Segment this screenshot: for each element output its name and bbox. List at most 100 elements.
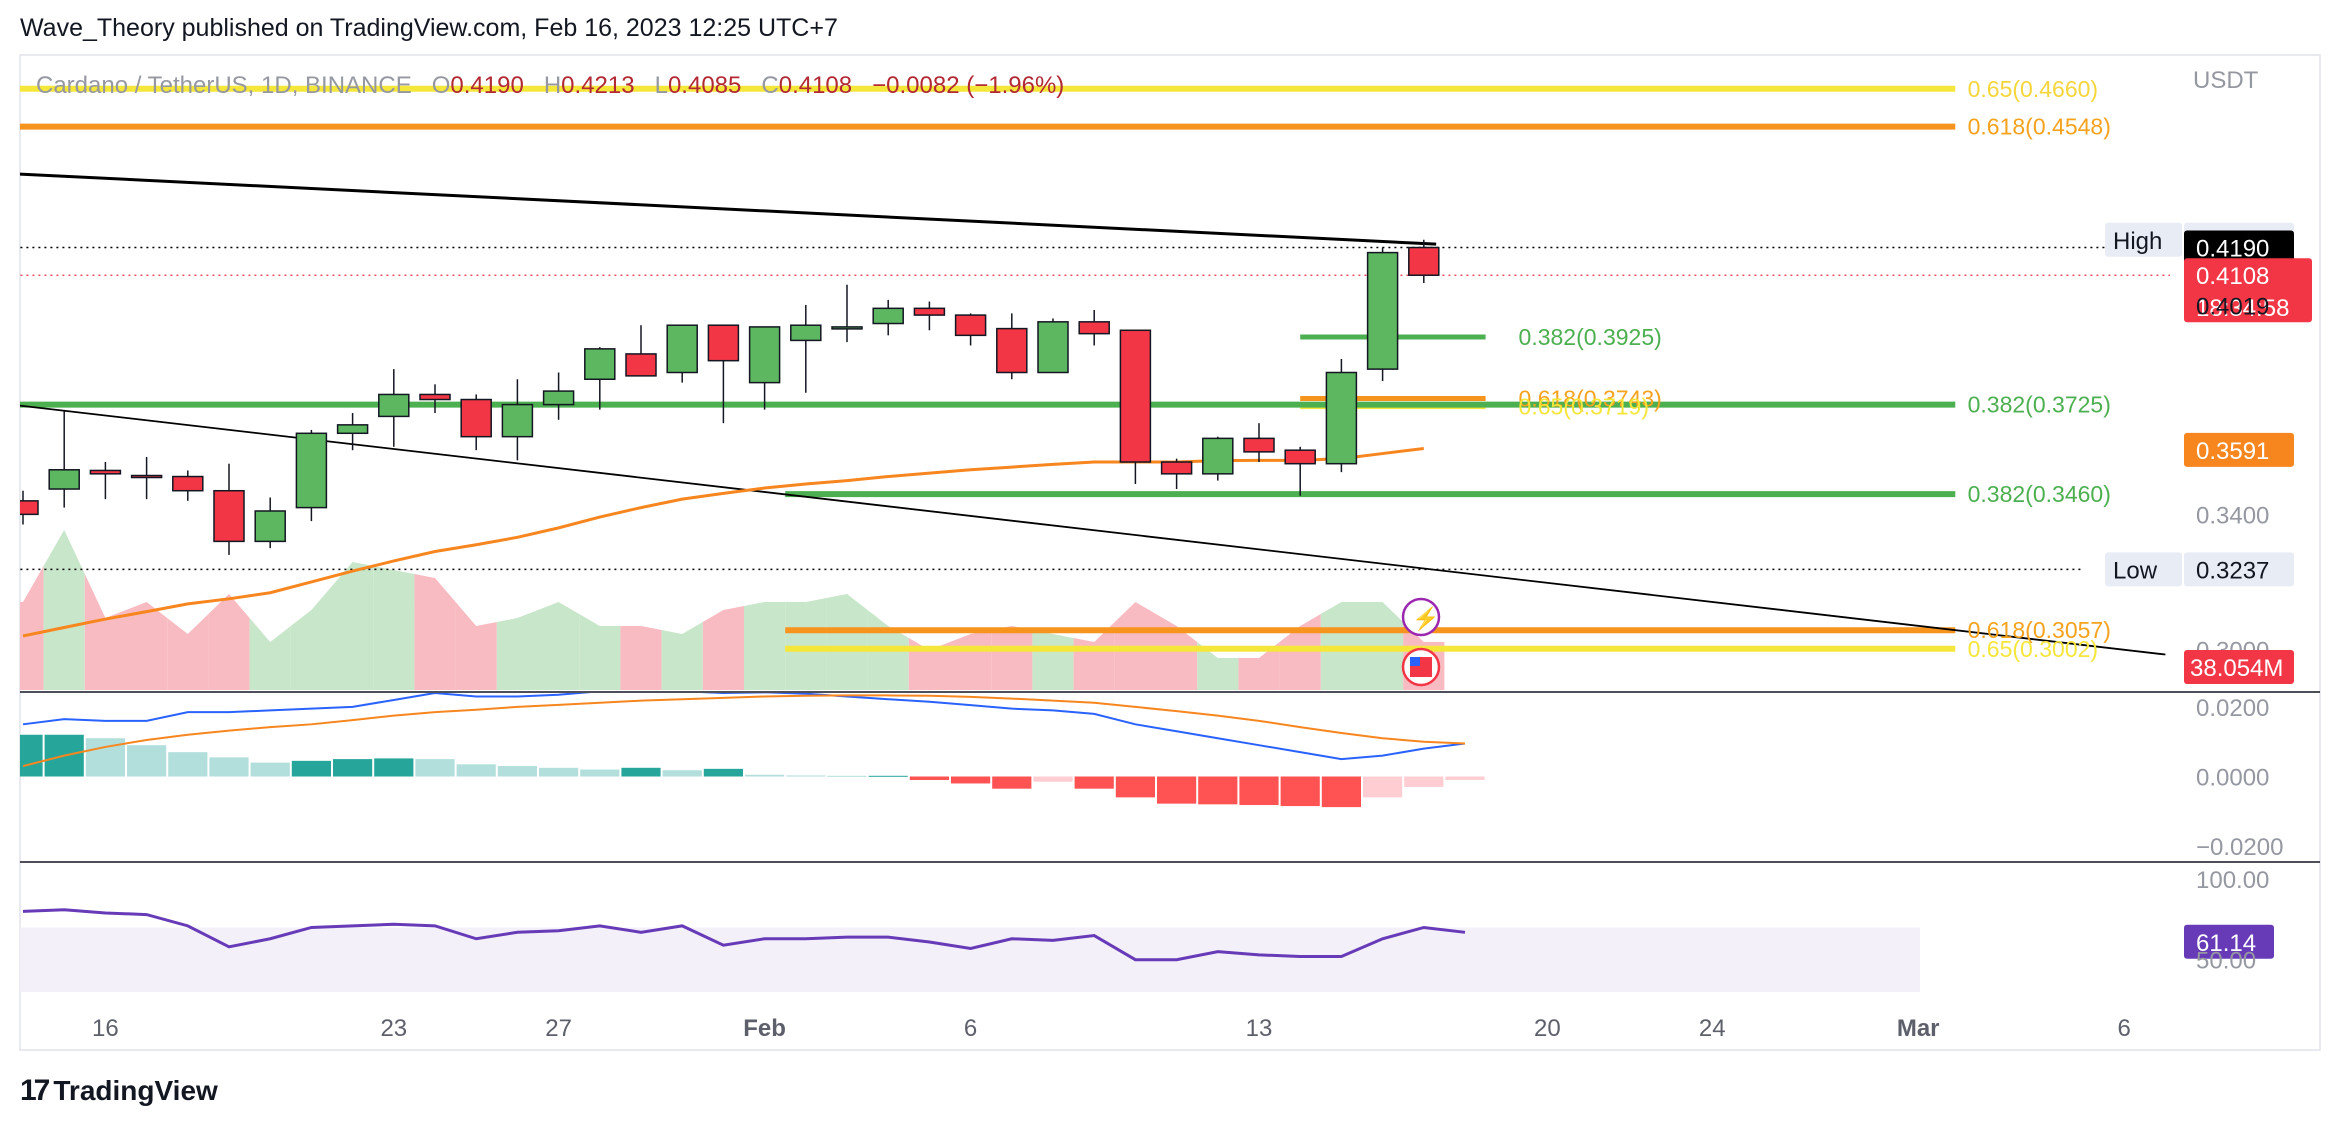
brand[interactable]: 17 TradingView bbox=[20, 1074, 218, 1108]
candle-body bbox=[1284, 449, 1316, 465]
candle bbox=[790, 304, 822, 393]
candle bbox=[1284, 446, 1316, 496]
macd-histogram-bar bbox=[250, 762, 290, 777]
candle bbox=[501, 379, 534, 461]
price-axis-label: 0.4190 bbox=[2196, 236, 2269, 263]
close-key: C bbox=[761, 72, 779, 99]
candle bbox=[1202, 436, 1234, 481]
price-label-bg bbox=[2184, 552, 2294, 587]
volume-area bbox=[332, 562, 374, 690]
us-flag-icon-canton bbox=[1410, 657, 1420, 666]
candle-body bbox=[1160, 461, 1193, 475]
volume-area bbox=[43, 530, 85, 690]
candle-body bbox=[790, 324, 822, 342]
trendline bbox=[20, 404, 2166, 656]
price-axis-label: 0.3400 bbox=[2196, 502, 2269, 529]
candle bbox=[1366, 247, 1399, 381]
trendline bbox=[20, 172, 1437, 246]
macd-axis-label: 0.0000 bbox=[2196, 765, 2269, 792]
macd-histogram-bar bbox=[1198, 776, 1238, 805]
candle bbox=[666, 324, 698, 383]
rsi-axis-label: 100.00 bbox=[2196, 867, 2269, 894]
candle-body bbox=[130, 474, 163, 479]
time-axis-label: 6 bbox=[2118, 1015, 2131, 1042]
change-value: −0.0082 (−1.96%) bbox=[872, 72, 1065, 99]
macd-histogram-bar bbox=[1445, 776, 1485, 780]
volume-area bbox=[167, 614, 209, 690]
price-axis-label: 0.3591 bbox=[2196, 438, 2269, 465]
candle bbox=[89, 462, 122, 500]
volume-area bbox=[126, 602, 168, 690]
candle bbox=[1243, 423, 1275, 463]
macd-histogram-bar bbox=[168, 752, 208, 777]
macd-line bbox=[22, 693, 1466, 761]
time-axis-label: 20 bbox=[1534, 1015, 1561, 1042]
candle bbox=[996, 313, 1028, 380]
candle-body bbox=[89, 469, 122, 475]
candle-body bbox=[748, 326, 781, 384]
macd-histogram-bar bbox=[127, 745, 167, 777]
volume-label: 38.054M bbox=[2190, 655, 2283, 682]
signal-line bbox=[22, 694, 1466, 768]
candle bbox=[1160, 458, 1193, 490]
price-label-bg bbox=[2184, 230, 2294, 265]
rsi-label-bg bbox=[2184, 924, 2274, 959]
macd-histogram-bar bbox=[580, 769, 620, 777]
candle-body bbox=[954, 314, 987, 337]
publisher-line: Wave_Theory published on TradingView.com… bbox=[20, 14, 838, 42]
rsi-band bbox=[20, 927, 1920, 992]
volume-area bbox=[826, 594, 868, 690]
rsi-value-label: 61.14 bbox=[2196, 930, 2256, 957]
countdown-label: 18:34:58 bbox=[2196, 295, 2289, 322]
macd-histogram-bar bbox=[1033, 776, 1073, 782]
time-axis-label: Mar bbox=[1897, 1015, 1940, 1042]
fib-level-label: 0.65(0.4660) bbox=[1968, 76, 2098, 102]
macd-histogram-bar bbox=[1280, 776, 1320, 807]
volume-area bbox=[1073, 622, 1115, 690]
lightning-icon bbox=[1401, 597, 1441, 637]
symbol-name: Cardano / TetherUS, 1D, BINANCE bbox=[36, 72, 412, 99]
candle bbox=[213, 463, 245, 555]
chart-frame bbox=[19, 54, 2321, 1051]
candle bbox=[584, 347, 616, 410]
candle bbox=[707, 324, 740, 424]
volume-area bbox=[744, 602, 786, 690]
macd-histogram-bar bbox=[868, 775, 908, 777]
open-key: O bbox=[431, 72, 451, 99]
candle bbox=[378, 369, 410, 447]
candle bbox=[954, 313, 987, 346]
candle-body bbox=[378, 393, 410, 418]
volume-area bbox=[249, 618, 291, 690]
candle bbox=[48, 411, 80, 508]
macd-histogram-bar bbox=[786, 775, 826, 777]
price-label-bg bbox=[2184, 258, 2312, 323]
candle-body bbox=[1366, 251, 1399, 370]
rsi-axis-label: 50.00 bbox=[2196, 948, 2256, 975]
fib-level-label: 0.65(0.3002) bbox=[1968, 636, 2098, 662]
candle bbox=[913, 301, 946, 331]
fib-level-label: 0.382(0.3460) bbox=[1968, 481, 2111, 507]
candle-body bbox=[913, 307, 946, 316]
open-value: 0.4190 bbox=[450, 72, 524, 99]
candle-body bbox=[1325, 371, 1358, 465]
macd-axis-label: −0.0200 bbox=[2196, 834, 2283, 861]
macd-histogram-bar bbox=[1157, 776, 1197, 804]
macd-histogram-bar bbox=[992, 776, 1032, 789]
volume-area bbox=[1279, 614, 1321, 690]
candle-body bbox=[584, 348, 616, 381]
time-axis-label: 23 bbox=[380, 1015, 407, 1042]
macd-histogram-bar bbox=[456, 764, 496, 777]
time-axis-label: 16 bbox=[92, 1015, 119, 1042]
candle bbox=[748, 326, 781, 410]
candle bbox=[172, 470, 204, 501]
candle bbox=[872, 299, 904, 336]
candle-body bbox=[542, 390, 575, 406]
price-axis-label: 0.4019 bbox=[2196, 293, 2269, 320]
fib-level-label: 0.382(0.3725) bbox=[1968, 392, 2111, 418]
candle bbox=[130, 456, 163, 500]
fib-level-label: 0.65(0.3719) bbox=[1519, 394, 1649, 420]
time-axis-label: 13 bbox=[1246, 1015, 1273, 1042]
rsi-pane bbox=[20, 908, 1920, 992]
candle bbox=[1078, 310, 1110, 346]
